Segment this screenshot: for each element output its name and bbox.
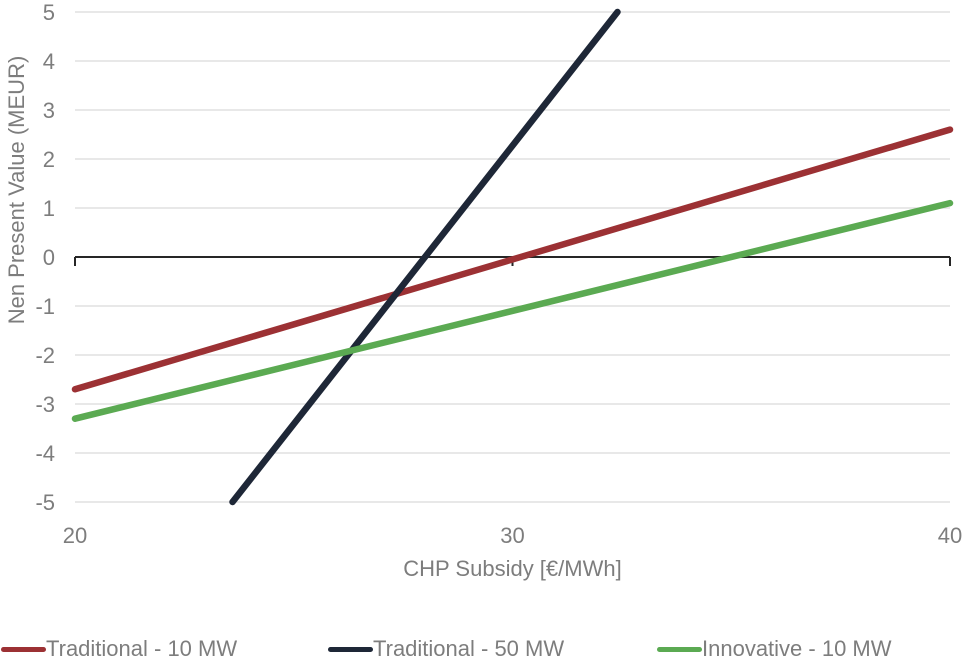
y-tick-label--4: -4	[35, 441, 55, 466]
y-tick-label-5: 5	[43, 0, 55, 25]
legend-swatch-traditional-50mw	[328, 646, 373, 652]
series-line-traditional-10-mw	[71, 126, 954, 393]
x-tick-label-20: 20	[63, 523, 87, 548]
y-tick-label-2: 2	[43, 147, 55, 172]
legend-swatch-innovative-10mw	[657, 646, 702, 652]
x-axis-title: CHP Subsidy [€/MWh]	[403, 556, 622, 581]
y-tick-label-4: 4	[43, 49, 55, 74]
y-tick-label-3: 3	[43, 98, 55, 123]
x-tick-label-40: 40	[938, 523, 962, 548]
legend-label-traditional-10mw: Traditional - 10 MW	[46, 636, 238, 661]
plot-area: 5 4 3 2 1 0 -1 -2 -3 -4 -5 20 30 40	[35, 0, 962, 548]
legend-label-innovative-10mw: Innovative - 10 MW	[702, 636, 892, 661]
legend: Traditional - 10 MW Traditional - 50 MW …	[0, 636, 964, 662]
legend-item-traditional-50mw: Traditional - 50 MW	[328, 636, 564, 662]
y-tick-label--1: -1	[35, 294, 55, 319]
legend-item-innovative-10mw: Innovative - 10 MW	[657, 636, 892, 662]
y-tick-label--2: -2	[35, 343, 55, 368]
legend-swatch-traditional-10mw	[1, 646, 46, 652]
y-tick-label--5: -5	[35, 490, 55, 515]
x-tick-label-30: 30	[500, 523, 524, 548]
legend-label-traditional-50mw: Traditional - 50 MW	[373, 636, 565, 661]
series-line-innovative-10-mw	[71, 199, 954, 422]
series-line-traditional-50-mw	[229, 8, 621, 506]
y-tick-label-0: 0	[43, 245, 55, 270]
y-tick-label-1: 1	[43, 196, 55, 221]
y-tick-label--3: -3	[35, 392, 55, 417]
legend-item-traditional-10mw: Traditional - 10 MW	[1, 636, 237, 662]
